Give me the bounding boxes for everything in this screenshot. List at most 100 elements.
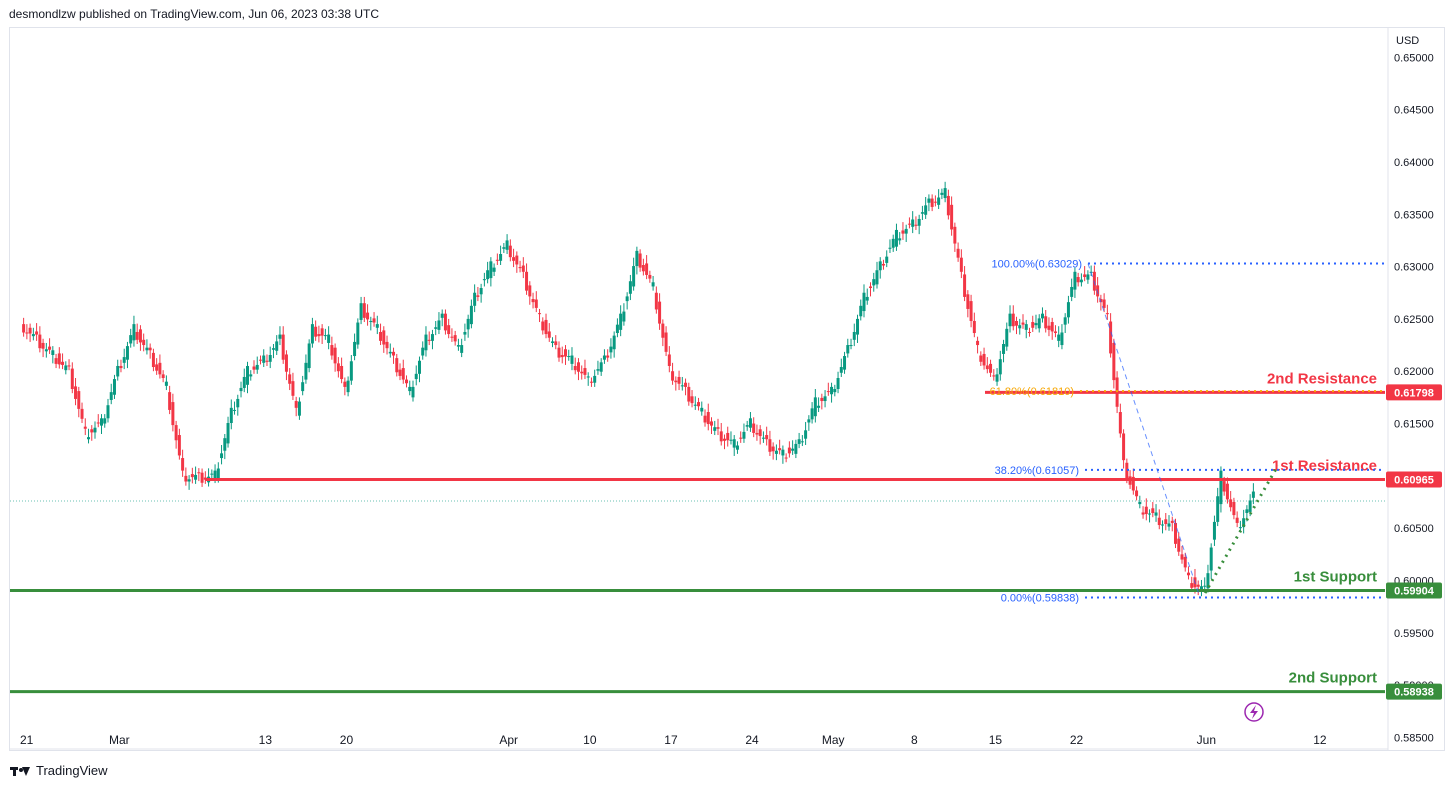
tradingview-logo-icon — [10, 765, 30, 777]
resistance-price-text: 0.61798 — [1394, 387, 1434, 399]
candle-body — [703, 415, 707, 423]
candle-body — [632, 266, 636, 287]
candle-body — [119, 365, 123, 369]
candle-body — [995, 374, 999, 382]
candle-body — [833, 389, 837, 393]
resistance-price-badge — [1386, 384, 1442, 401]
candle-body — [83, 426, 87, 429]
candle-body — [593, 375, 597, 383]
candle-body — [122, 357, 126, 363]
candle-body — [868, 286, 872, 289]
fibonacci-level-label: 100.00%(0.63029) — [991, 259, 1082, 271]
candle-body — [294, 401, 298, 408]
candle-body — [181, 458, 185, 471]
candle-body — [116, 365, 120, 377]
candle-body — [109, 392, 113, 400]
candle-body — [171, 402, 175, 426]
candle-body — [405, 379, 409, 384]
candle-body — [427, 339, 431, 341]
candle-body — [602, 355, 606, 360]
candle-body — [878, 261, 882, 271]
candle-body — [90, 429, 94, 433]
candle-body — [570, 355, 574, 364]
candle-body — [1219, 470, 1223, 505]
candle-body — [807, 419, 811, 423]
candle-body — [466, 318, 470, 330]
fibonacci-trend-line — [1087, 263, 1201, 598]
candle-body — [310, 324, 314, 344]
candle-body — [898, 238, 902, 241]
candle-body — [924, 205, 928, 215]
candle-body — [1050, 322, 1054, 332]
candle-body — [674, 380, 678, 383]
candle-body — [765, 435, 769, 440]
candle-body — [271, 348, 275, 350]
candle-body — [31, 334, 35, 337]
candle-body — [375, 324, 379, 328]
candle-body — [521, 265, 525, 272]
candle-body — [421, 347, 425, 356]
candle-body — [541, 321, 545, 331]
candle-body — [38, 334, 42, 349]
candle-body — [645, 263, 649, 275]
candle-body — [307, 343, 311, 369]
candle-body — [658, 301, 662, 324]
candle-body — [894, 229, 898, 247]
candle-body — [74, 386, 78, 399]
candle-body — [1118, 412, 1122, 434]
chart-frame[interactable] — [9, 27, 1445, 751]
candle-body — [1102, 299, 1106, 308]
candle-body — [963, 274, 967, 297]
candle-body — [992, 375, 996, 377]
candle-body — [1232, 502, 1236, 516]
candle-body — [1011, 313, 1015, 327]
candle-body — [369, 320, 373, 323]
resistance-price-badge — [1386, 471, 1442, 488]
candle-body — [210, 473, 214, 475]
candle-body — [473, 292, 477, 306]
publish-info: desmondlzw published on TradingView.com,… — [9, 7, 380, 21]
lightning-icon[interactable] — [1244, 702, 1264, 722]
candle-body — [1109, 321, 1113, 354]
candle-body — [408, 386, 412, 392]
candle-body — [768, 439, 772, 452]
candle-body — [1076, 277, 1080, 283]
candle-body — [395, 358, 399, 373]
candle-body — [1209, 547, 1213, 571]
candle-body — [1073, 271, 1077, 290]
candle-body — [168, 392, 172, 410]
candle-body — [320, 328, 324, 336]
candle-body — [907, 223, 911, 225]
candle-body — [823, 396, 827, 402]
candle-body — [742, 431, 746, 439]
y-tick-label: 0.64000 — [1394, 157, 1434, 169]
support-price-text: 0.58938 — [1394, 687, 1434, 699]
candle-body — [1063, 317, 1067, 325]
candle-body — [729, 439, 733, 441]
candle-body — [1174, 522, 1178, 544]
candle-body — [489, 261, 493, 279]
candle-body — [872, 279, 876, 286]
candle-body — [589, 381, 593, 383]
candle-body — [528, 285, 532, 297]
y-tick-label: 0.63500 — [1394, 209, 1434, 221]
candle-body — [1083, 274, 1087, 278]
candle-body — [129, 335, 133, 344]
candle-body — [450, 336, 454, 338]
candle-body — [1066, 302, 1070, 318]
candle-body — [544, 319, 548, 335]
candle-body — [787, 447, 791, 454]
candle-body — [411, 386, 415, 398]
candle-body — [580, 371, 584, 374]
candle-body — [1044, 316, 1048, 329]
candle-body — [87, 437, 91, 440]
candle-body — [1002, 344, 1006, 354]
x-tick-label: 21 — [20, 733, 34, 747]
candle-body — [1212, 521, 1216, 540]
candle-body — [323, 335, 327, 337]
candle-body — [1057, 334, 1061, 341]
candle-body — [138, 329, 142, 343]
fibonacci-level-label: 61.80%(0.61810) — [990, 386, 1074, 398]
candle-body — [959, 257, 963, 272]
